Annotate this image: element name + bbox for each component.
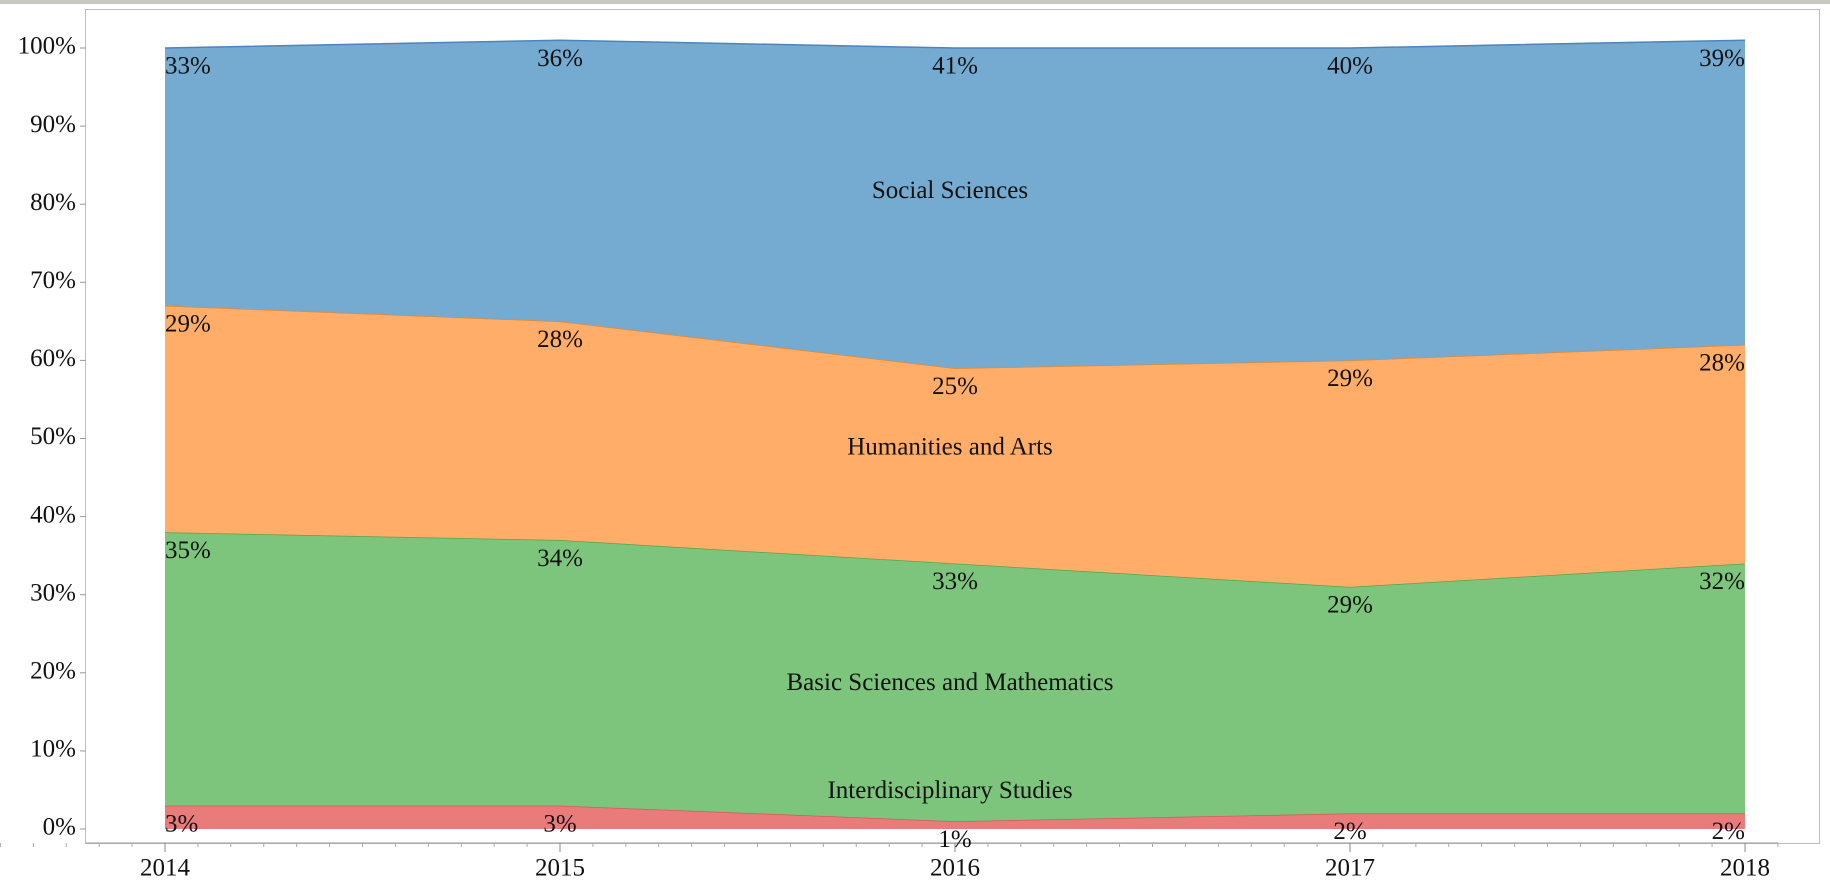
- y-tick-label: 90%: [30, 111, 76, 138]
- y-tick-label: 10%: [30, 736, 76, 763]
- value-label: 25%: [932, 373, 978, 400]
- y-tick-label: 80%: [30, 189, 76, 216]
- value-label: 39%: [1699, 45, 1745, 72]
- area: [165, 40, 1745, 369]
- value-label: 29%: [165, 310, 211, 337]
- areas: [164, 39, 1746, 829]
- value-label: 36%: [537, 45, 583, 72]
- y-tick-label: 20%: [30, 658, 76, 685]
- value-label: 33%: [932, 568, 978, 595]
- x-tick-label: 2015: [535, 855, 585, 882]
- y-tick-label: 70%: [30, 267, 76, 294]
- value-label: 28%: [1699, 350, 1745, 377]
- y-tick-label: 50%: [30, 423, 76, 450]
- value-label: 34%: [537, 545, 583, 572]
- value-label: 33%: [165, 53, 211, 80]
- value-label: 3%: [543, 810, 576, 837]
- area: [165, 305, 1745, 587]
- y-tick-label: 100%: [18, 33, 76, 60]
- series-name: Interdisciplinary Studies: [827, 777, 1072, 804]
- value-label: 32%: [1699, 568, 1745, 595]
- top-bar: [0, 0, 1830, 4]
- series-name: Social Sciences: [872, 177, 1028, 204]
- value-label: 40%: [1327, 53, 1373, 80]
- value-label: 29%: [1327, 592, 1373, 619]
- x-tick-label: 2017: [1325, 855, 1375, 882]
- value-label: 28%: [537, 326, 583, 353]
- value-label: 29%: [1327, 365, 1373, 392]
- value-label: 41%: [932, 53, 978, 80]
- value-label: 2%: [1712, 818, 1745, 845]
- series-name: Basic Sciences and Mathematics: [787, 669, 1114, 696]
- value-label: 3%: [165, 810, 198, 837]
- area: [165, 805, 1745, 829]
- x-tick-label: 2018: [1720, 855, 1770, 882]
- y-tick-label: 60%: [30, 345, 76, 372]
- value-label: 35%: [165, 537, 211, 564]
- y-tick-label: 40%: [30, 501, 76, 528]
- x-tick-label: 2016: [930, 855, 980, 882]
- area: [165, 532, 1745, 822]
- series-name: Humanities and Arts: [847, 433, 1053, 460]
- area-edge: [164, 39, 1746, 49]
- x-tick-label: 2014: [140, 855, 191, 882]
- value-label: 2%: [1333, 818, 1366, 845]
- y-tick-label: 0%: [43, 814, 76, 841]
- y-tick-label: 30%: [30, 579, 76, 606]
